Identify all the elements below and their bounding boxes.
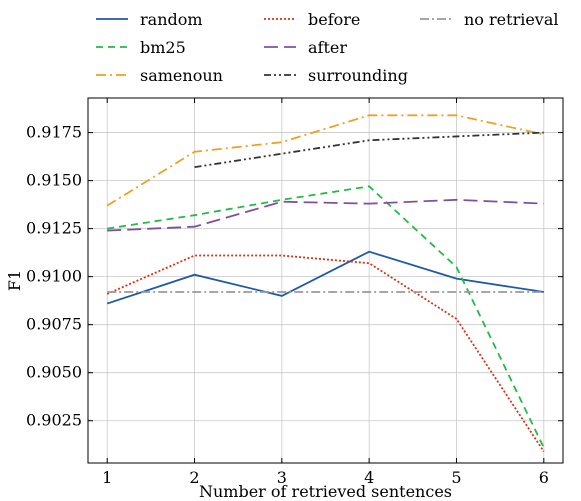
legend-entry: after [264, 38, 347, 57]
y-tick-label: 0.9075 [26, 315, 82, 334]
legend-entry: no retrieval [420, 10, 559, 29]
legend-label: samenoun [140, 66, 223, 85]
series-line-surrounding [194, 131, 544, 169]
legend-entry: random [96, 10, 203, 29]
x-axis-label: Number of retrieved sentences [199, 482, 452, 501]
x-tick-label: 6 [539, 468, 549, 487]
x-tick-label: 1 [102, 468, 112, 487]
x-tick-label: 5 [451, 468, 461, 487]
y-tick-label: 0.9175 [26, 123, 82, 142]
legend-label: surrounding [308, 66, 408, 85]
y-tick-label: 0.9025 [26, 411, 82, 430]
x-tick-label: 4 [364, 468, 374, 487]
legend-label: after [308, 38, 347, 57]
plot-frame [87, 97, 564, 464]
legend: random bm25 samenoun before after surrounding… [96, 10, 559, 85]
legend-entry: surrounding [264, 66, 408, 85]
y-tick-label: 0.9050 [26, 363, 82, 382]
ticks: 1 2 3 4 5 6 0.9025 0.9050 0.9075 0.9100 0.9125 0.91… [26, 98, 563, 487]
legend-entry: samenoun [96, 66, 223, 85]
series-line-before [106, 254, 545, 452]
legend-entry: before [264, 10, 360, 29]
series-layer [106, 114, 545, 452]
y-tick-label: 0.9125 [26, 219, 82, 238]
legend-label: random [140, 10, 203, 29]
y-tick-label: 0.9100 [26, 267, 82, 286]
series-line-bm25 [107, 185, 545, 449]
series-line-random [106, 250, 544, 305]
x-tick-label: 2 [189, 468, 199, 487]
series-line-samenoun [106, 114, 544, 207]
legend-label: before [308, 10, 360, 29]
x-tick-label: 3 [277, 468, 287, 487]
grid [88, 98, 563, 463]
series-line-after [107, 198, 544, 232]
legend-entry: bm25 [96, 38, 186, 57]
y-tick-label: 0.9150 [26, 171, 82, 190]
legend-label: no retrieval [464, 10, 559, 29]
y-axis-label: F1 [5, 270, 24, 291]
legend-label: bm25 [140, 38, 186, 57]
